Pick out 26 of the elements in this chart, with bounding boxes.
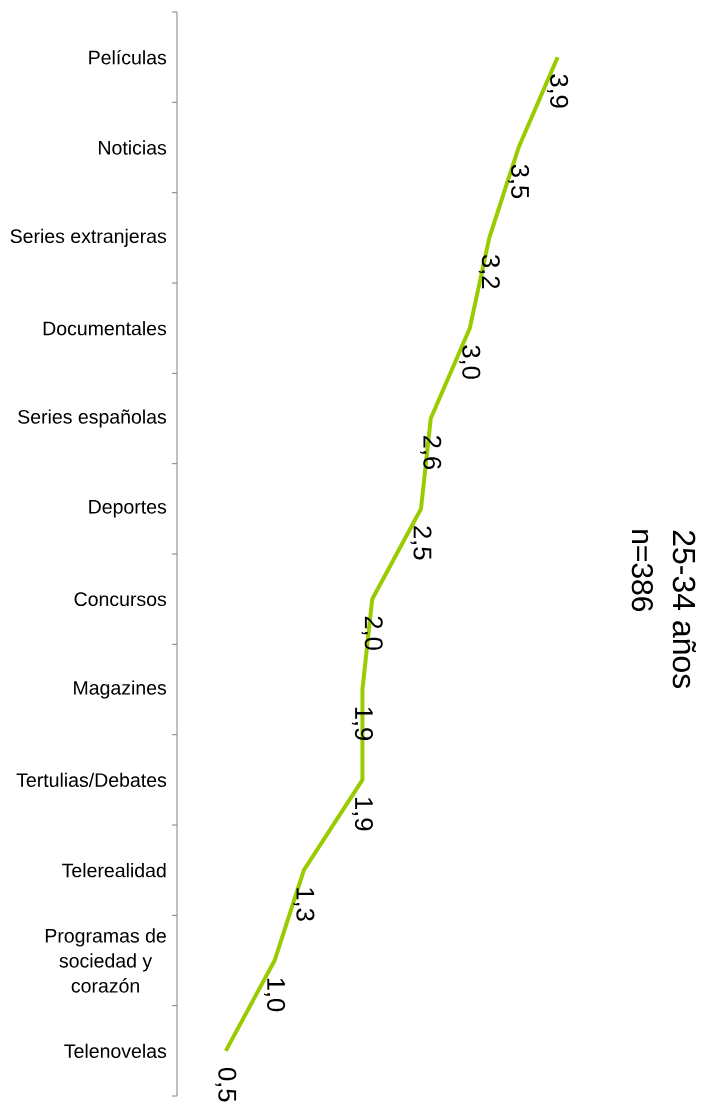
data-label: 3,9 <box>547 74 569 108</box>
data-label: 3,2 <box>478 255 500 289</box>
y-tick-label: Tertulias/Debates <box>16 772 167 788</box>
data-label: 1,0 <box>264 978 286 1012</box>
y-tick-label: Telenovelas <box>64 1043 167 1058</box>
data-label: 2,5 <box>410 526 432 560</box>
y-tick-label: Documentales <box>43 321 167 336</box>
text: 25-34 años <box>672 530 696 689</box>
y-tick-label: Magazines <box>74 680 167 699</box>
y-tick-label: Telerealidad <box>62 863 166 878</box>
data-label: 0,5 <box>215 1068 237 1102</box>
data-label: 3,5 <box>508 164 530 199</box>
y-tick-label: Películas <box>89 49 167 65</box>
y-tick-label: Noticias <box>99 140 167 155</box>
data-label: 1,3 <box>293 888 315 921</box>
y-tick-label: Concursos <box>74 592 167 607</box>
data-label: 1,9 <box>351 797 373 831</box>
data-label: 3,0 <box>459 345 481 379</box>
data-label: 2,6 <box>420 436 442 470</box>
y-tick-label: Deportes <box>89 500 167 518</box>
data-label: 1,9 <box>351 707 373 740</box>
data-label: 2,0 <box>361 616 383 650</box>
text: n=386 <box>631 530 653 612</box>
y-tick-label: Series españolas <box>18 409 167 428</box>
y-tick-label: Programas de sociedad y corazón <box>45 928 166 993</box>
y-tick-label: Series extranjeras <box>10 228 167 247</box>
